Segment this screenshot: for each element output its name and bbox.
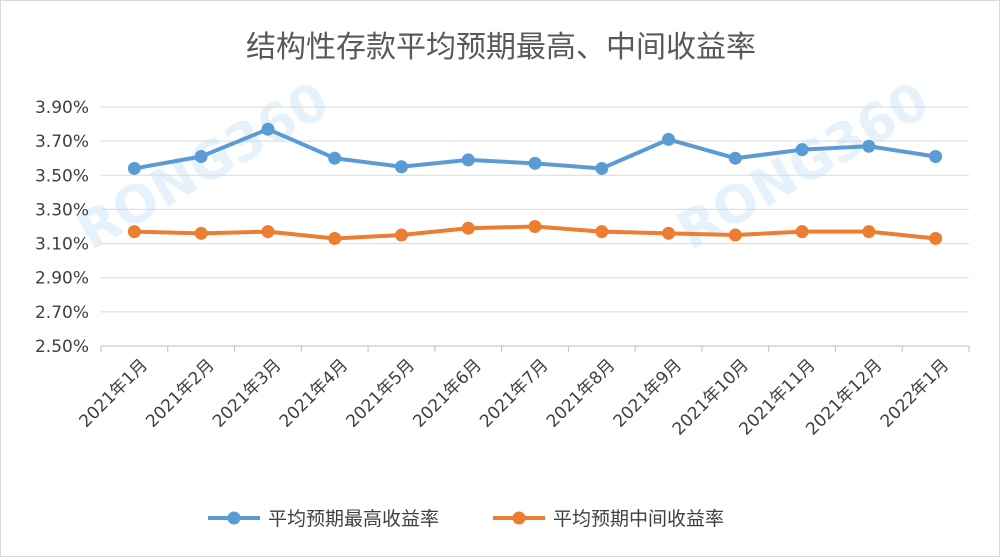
- x-tick-label: 2022年1月: [877, 355, 953, 431]
- data-point: [528, 156, 542, 170]
- y-tick-label: 3.70%: [35, 132, 89, 152]
- y-tick-label: 3.50%: [35, 166, 89, 186]
- data-point: [461, 221, 475, 235]
- y-tick-label: 2.70%: [35, 303, 89, 323]
- data-point: [528, 220, 542, 233]
- data-point: [929, 231, 943, 245]
- data-point: [662, 132, 676, 146]
- data-point: [929, 150, 943, 164]
- x-tick-label: 2021年6月: [409, 355, 485, 431]
- x-tick-label: 2021年1月: [75, 355, 151, 431]
- y-tick-label: 3.10%: [35, 235, 89, 255]
- data-point: [328, 231, 342, 245]
- data-point: [461, 153, 475, 167]
- data-point: [595, 161, 609, 175]
- y-tick-label: 3.90%: [35, 98, 89, 118]
- chart-title: 结构性存款平均预期最高、中间收益率: [246, 30, 756, 65]
- x-tick-label: 2021年4月: [276, 355, 352, 431]
- x-tick-label: 2021年5月: [343, 355, 419, 431]
- y-tick-label: 2.90%: [35, 269, 89, 289]
- data-point: [862, 139, 876, 153]
- y-tick-label: 3.30%: [35, 200, 89, 220]
- data-point: [194, 150, 208, 164]
- data-point: [328, 151, 342, 165]
- series-group: [127, 122, 943, 245]
- x-tick-label: 2021年2月: [142, 355, 218, 431]
- data-point: [394, 160, 408, 174]
- x-tick-label: 2021年7月: [476, 355, 552, 431]
- legend-label-0: 平均预期最高收益率: [268, 508, 439, 530]
- data-point: [595, 225, 609, 239]
- y-tick-label: 2.50%: [35, 337, 89, 357]
- data-point: [662, 226, 676, 240]
- data-point: [261, 225, 275, 239]
- data-point: [194, 226, 208, 240]
- legend: 平均预期最高收益率 平均预期中间收益率: [208, 508, 724, 530]
- data-point: [394, 228, 408, 242]
- data-point: [261, 122, 275, 136]
- data-point: [795, 225, 809, 239]
- gridlines: [101, 106, 969, 347]
- legend-marker-0: [227, 511, 241, 525]
- data-point: [127, 225, 141, 239]
- y-axis: 3.90% 3.70% 3.50% 3.30% 3.10% 2.90% 2.70% 2.50%: [35, 98, 89, 357]
- data-point: [728, 228, 742, 242]
- x-tick-label: 2021年8月: [543, 355, 619, 431]
- data-point: [127, 161, 141, 175]
- x-tick-label: 2021年3月: [209, 355, 285, 431]
- data-point: [728, 151, 742, 165]
- data-point: [795, 143, 809, 157]
- legend-label-1: 平均预期中间收益率: [553, 508, 724, 530]
- x-axis: 2021年1月2021年2月2021年3月2021年4月2021年5月2021年…: [75, 346, 970, 439]
- data-point: [862, 225, 876, 239]
- legend-marker-1: [512, 511, 526, 525]
